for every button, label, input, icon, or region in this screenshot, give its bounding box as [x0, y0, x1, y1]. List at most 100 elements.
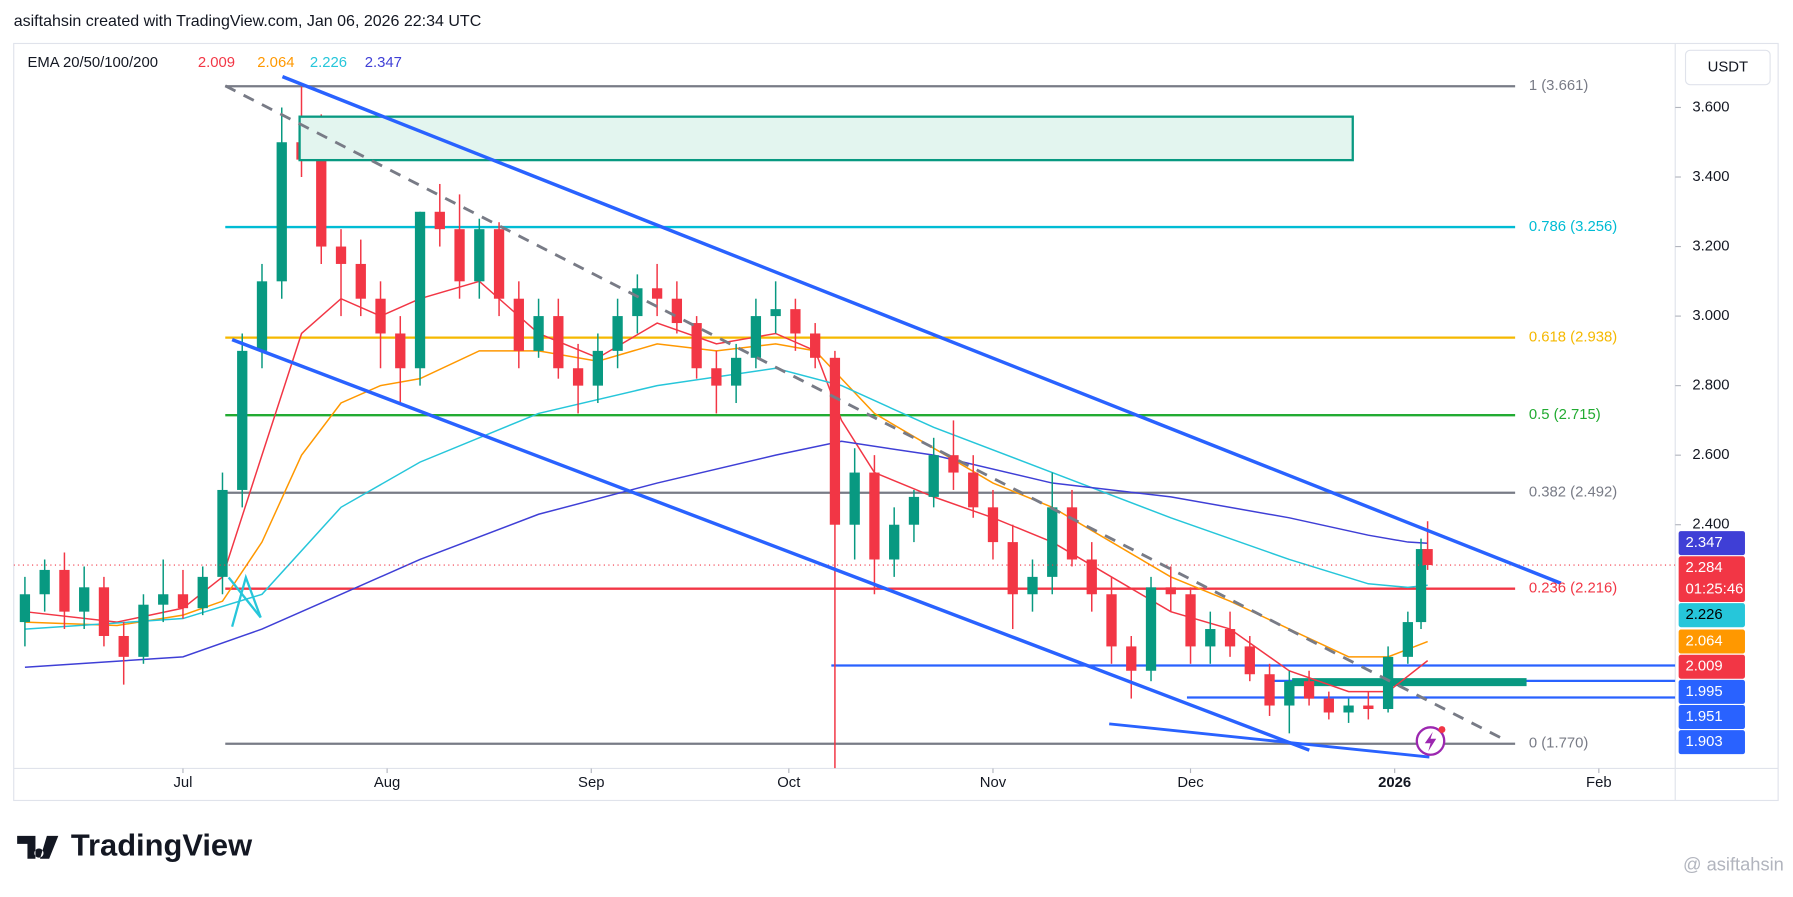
- candle-body: [1422, 549, 1433, 566]
- candle-body: [790, 309, 801, 334]
- candle-body: [158, 594, 169, 605]
- candle-body: [849, 472, 860, 525]
- candle-body: [355, 263, 366, 299]
- candle-body: [79, 587, 90, 612]
- candle-body: [118, 635, 129, 657]
- candle-body: [335, 246, 347, 264]
- candle-body: [98, 587, 110, 636]
- candle-body: [1382, 656, 1394, 710]
- candle-body: [395, 333, 406, 369]
- price-tag: [1678, 705, 1745, 730]
- y-tick-label: 3.600: [1692, 99, 1729, 115]
- cyan-mark: [227, 576, 262, 619]
- bolt-icon: [1415, 726, 1446, 756]
- candle-body: [810, 333, 821, 358]
- candle-body: [612, 316, 623, 351]
- price-tag: [1678, 603, 1745, 628]
- price-tag: [1678, 679, 1745, 704]
- price-tag: [1678, 654, 1745, 679]
- x-tick-label: Aug: [374, 775, 400, 791]
- candle-body: [1343, 705, 1354, 713]
- fib-label: 0.236 (2.216): [1529, 581, 1617, 597]
- brand-logo: [17, 835, 59, 859]
- header: asiftahsin created with TradingView.com,…: [14, 13, 482, 30]
- candle-body: [730, 357, 742, 386]
- price-tag-label: 2.226: [1686, 607, 1723, 623]
- candle-body: [869, 472, 880, 560]
- candle-body: [1126, 646, 1137, 671]
- price-tag-label: 2.064: [1686, 633, 1723, 649]
- currency-button[interactable]: [1684, 49, 1771, 86]
- price-tag-label: 1.995: [1686, 684, 1723, 700]
- x-tick-label: Nov: [980, 775, 1007, 791]
- y-tick-label: 3.400: [1692, 169, 1729, 185]
- watermark: @ asiftahsin: [1683, 853, 1784, 874]
- x-tick-label: Dec: [1177, 775, 1204, 791]
- y-tick-label: 2.800: [1692, 378, 1729, 394]
- legend-value: 2.226: [310, 55, 347, 71]
- candle-body: [1185, 594, 1196, 647]
- candle-body: [1224, 629, 1236, 647]
- candle-body: [1264, 674, 1275, 706]
- price-tag-label: 1.903: [1686, 734, 1723, 750]
- drawings: [224, 75, 1562, 759]
- ema-line: [24, 343, 1428, 658]
- price-tag-label: 2.347: [1686, 535, 1723, 551]
- candle-body: [217, 489, 228, 577]
- candle-body: [553, 316, 564, 369]
- candle-body: [1402, 622, 1413, 657]
- candle-body: [948, 455, 959, 473]
- y-tick-label: 2.400: [1692, 517, 1729, 533]
- candle-body: [375, 298, 386, 334]
- candle-body: [533, 316, 544, 351]
- fib-label: 1 (3.661): [1529, 78, 1589, 94]
- candle-body: [1165, 587, 1176, 595]
- candle-body: [1027, 576, 1038, 595]
- cyan-mark: [231, 573, 262, 627]
- y-tick-label: 3.200: [1692, 238, 1729, 254]
- candle-body: [197, 576, 208, 609]
- fib-label: 0.382 (2.492): [1529, 485, 1617, 501]
- legend-value: 2.064: [257, 55, 294, 71]
- candle-body: [59, 569, 70, 612]
- price-tag-label: 2.009: [1686, 659, 1723, 675]
- candle-body: [770, 309, 781, 317]
- fib-label: 0.5 (2.715): [1529, 407, 1601, 423]
- candle-body: [256, 281, 268, 351]
- supply-box: [298, 115, 1354, 162]
- candle-body: [968, 472, 979, 508]
- candle-body: [908, 496, 920, 525]
- candle-body: [711, 368, 722, 386]
- price-tag: [1678, 531, 1745, 556]
- candle-body: [454, 229, 465, 282]
- price-tag-label: 1.951: [1686, 709, 1723, 725]
- brand: TradingView: [71, 828, 253, 863]
- legend-value: 2.009: [198, 55, 235, 71]
- candle-body: [177, 594, 189, 609]
- price-tag: [1678, 629, 1745, 654]
- candle-body: [651, 288, 663, 299]
- candle-body: [316, 159, 327, 247]
- countdown: 01:25:46: [1686, 581, 1744, 597]
- candle-body: [1007, 542, 1018, 595]
- fib-label: 0 (1.770): [1529, 736, 1589, 752]
- ema-line: [24, 367, 1428, 630]
- channel-lower: [231, 338, 1310, 752]
- candle-body: [1205, 629, 1216, 647]
- candle-body: [1363, 705, 1374, 710]
- candle-body: [493, 229, 505, 299]
- candle-body: [1047, 507, 1058, 577]
- candle-body: [632, 288, 643, 317]
- candle-body: [276, 142, 287, 282]
- x-tick-label: Sep: [578, 775, 604, 791]
- candle-body: [1303, 681, 1315, 699]
- candle-body: [592, 350, 603, 386]
- x-tick-label: Feb: [1586, 775, 1612, 791]
- x-tick-label: 2026: [1378, 775, 1411, 791]
- candle-body: [138, 604, 149, 657]
- candle-body: [1244, 646, 1255, 675]
- y-tick-label: 2.600: [1692, 447, 1729, 463]
- candle-body: [1106, 594, 1117, 647]
- currency[interactable]: USDT: [1708, 59, 1748, 75]
- x-tick-label: Jul: [173, 775, 192, 791]
